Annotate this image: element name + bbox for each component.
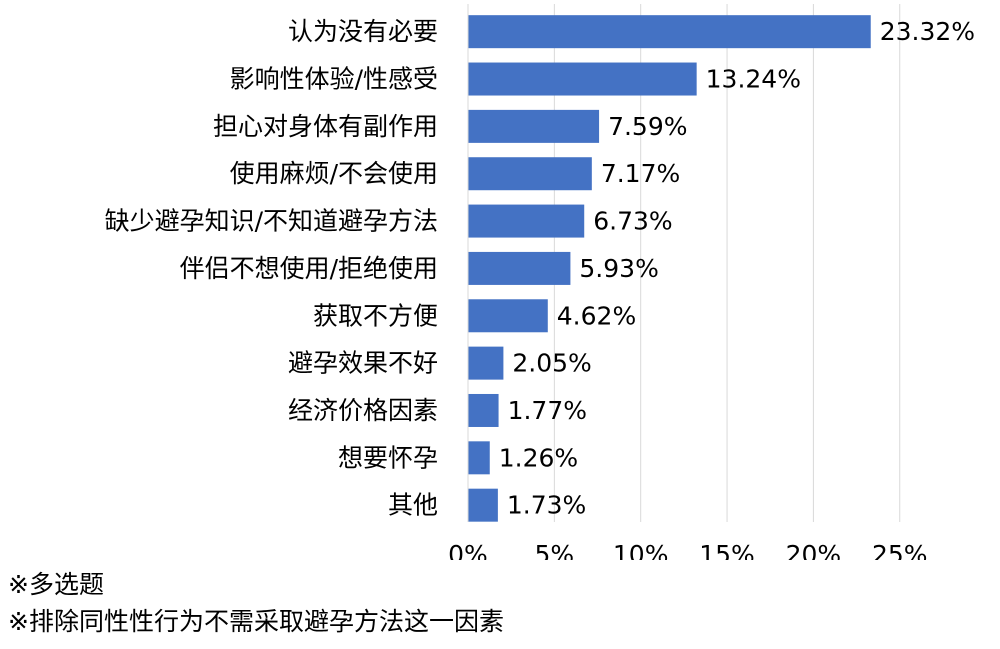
bar — [468, 299, 548, 333]
bar — [468, 251, 571, 285]
x-tick-label: 0% — [448, 540, 488, 560]
footnotes: ※多选题 ※排除同性性行为不需采取避孕方法这一因素 — [8, 566, 988, 640]
category-label: 获取不方便 — [313, 301, 438, 330]
data-label: 13.24% — [706, 65, 801, 94]
category-label: 缺少避孕知识/不知道避孕方法 — [105, 207, 438, 236]
data-label: 5.93% — [579, 254, 658, 283]
data-label: 1.26% — [499, 443, 578, 472]
category-label: 经济价格因素 — [288, 396, 438, 425]
data-label: 7.59% — [608, 112, 687, 141]
category-label: 影响性体验/性感受 — [230, 65, 438, 94]
x-tick-label: 10% — [613, 540, 669, 560]
data-label: 4.62% — [557, 301, 636, 330]
x-tick-label: 20% — [786, 540, 842, 560]
category-label: 担心对身体有副作用 — [213, 112, 438, 141]
category-label: 认为没有必要 — [288, 17, 438, 46]
x-tick-label: 15% — [699, 540, 755, 560]
footnote-multiple-choice: ※多选题 — [8, 570, 104, 599]
x-tick-label: 25% — [872, 540, 928, 560]
category-label: 其他 — [388, 491, 438, 520]
category-label: 想要怀孕 — [338, 443, 438, 472]
data-label: 1.73% — [507, 491, 586, 520]
bar — [468, 157, 592, 191]
data-label: 23.32% — [880, 17, 975, 46]
bar — [468, 488, 498, 522]
data-label: 7.17% — [601, 159, 680, 188]
bar — [468, 62, 697, 96]
x-tick-label: 5% — [535, 540, 575, 560]
bar — [468, 346, 504, 380]
category-label: 避孕效果不好 — [288, 349, 438, 378]
category-label: 伴侣不想使用/拒绝使用 — [180, 254, 438, 283]
chart-canvas: 认为没有必要 23.32% 影响性体验/性感受 13.24% 担心对身体有副作用 7.59… — [105, 4, 975, 569]
bar-chart: 认为没有必要 23.32% 影响性体验/性感受 13.24% 担心对身体有副作用 7.59… — [105, 4, 975, 569]
bar — [468, 393, 499, 427]
bar — [468, 441, 490, 475]
data-label: 1.77% — [508, 396, 587, 425]
bar — [468, 204, 585, 238]
bar — [468, 15, 871, 49]
footnote-exclusion: ※排除同性性行为不需采取避孕方法这一因素 — [8, 607, 504, 636]
category-label: 使用麻烦/不会使用 — [230, 159, 438, 188]
data-label: 6.73% — [593, 207, 672, 236]
bar — [468, 109, 600, 143]
data-label: 2.05% — [512, 349, 591, 378]
